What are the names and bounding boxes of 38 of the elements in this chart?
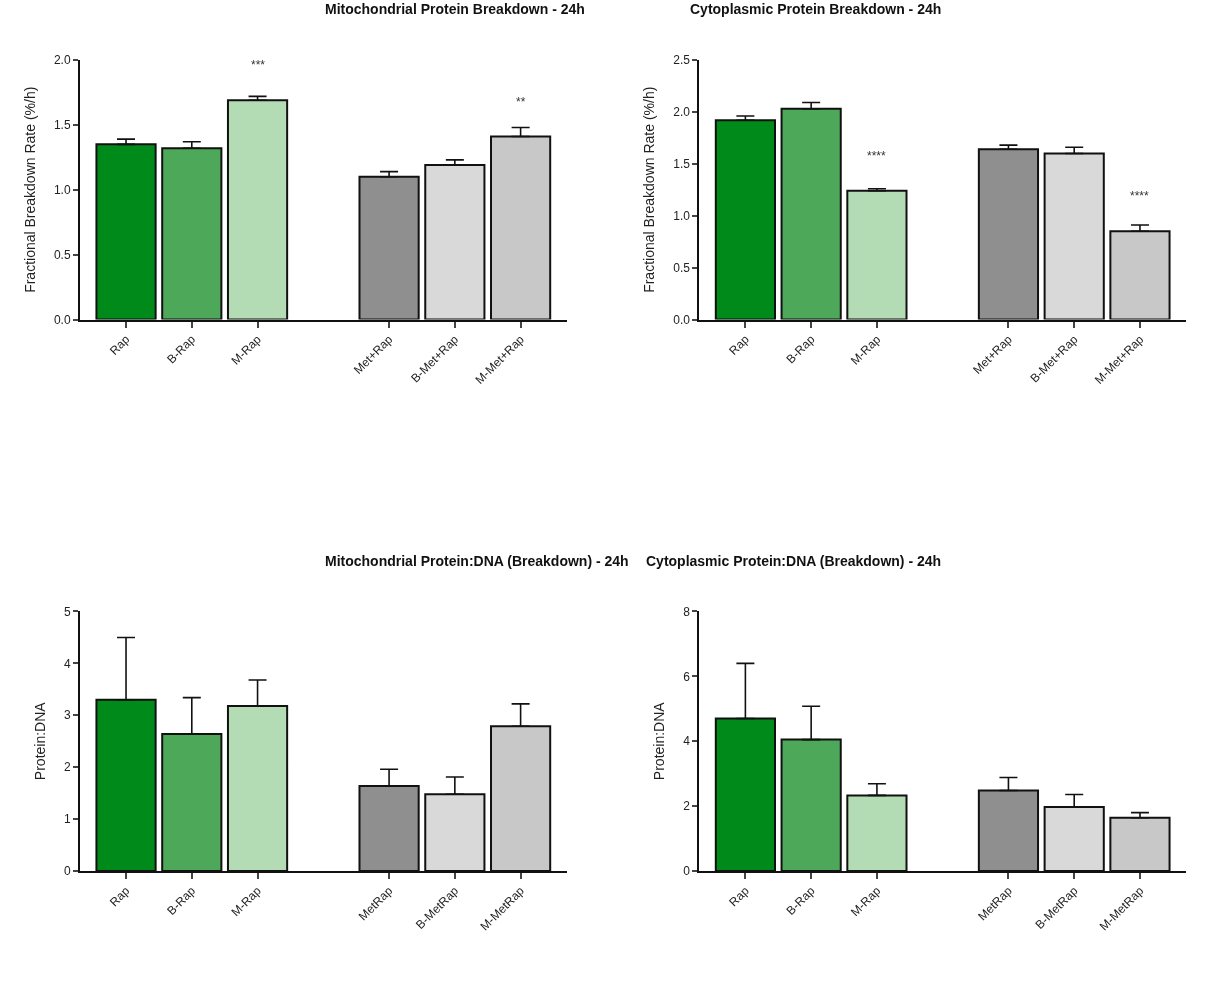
- y-tick-label: 3: [63, 708, 71, 723]
- y-tick-label: 2: [683, 799, 691, 814]
- annotation: **: [516, 95, 526, 109]
- y-axis-title: Fractional Breakdown Rate (%/h): [22, 86, 39, 293]
- x-tick-label: Rap: [106, 332, 133, 358]
- y-tick-label: 1.5: [673, 157, 691, 172]
- x-tick-label: Rap: [106, 883, 133, 910]
- y-tick-label: 2: [63, 760, 71, 775]
- y-axis-title: Fractional Breakdown Rate (%/h): [641, 86, 658, 293]
- y-tick-label: 1.0: [673, 208, 691, 223]
- annotation: ****: [1130, 189, 1150, 203]
- y-tick-label: 0.0: [673, 312, 691, 327]
- chart-title: Mitochondrial Protein:DNA (Breakdown) - 24h: [325, 553, 629, 569]
- y-axis-title: Protein:DNA: [32, 701, 49, 781]
- y-axis-title: Protein:DNA: [651, 701, 668, 781]
- y-tick-label: 1: [63, 812, 71, 827]
- y-tick-label: 0.0: [53, 312, 71, 327]
- y-tick-label: 0: [63, 864, 71, 879]
- y-tick-label: 2.0: [673, 105, 691, 120]
- y-tick-label: 4: [63, 656, 71, 671]
- y-tick-label: 1.5: [53, 118, 71, 133]
- y-tick-label: 4: [683, 734, 691, 749]
- y-tick-label: 0.5: [673, 260, 691, 275]
- chart-title: Mitochondrial Protein Breakdown - 24h: [325, 1, 585, 17]
- y-tick-label: 6: [683, 669, 691, 684]
- y-tick-label: 0.5: [53, 247, 71, 262]
- x-tick-label: Rap: [726, 332, 752, 358]
- y-tick-label: 8: [683, 604, 691, 619]
- y-tick-label: 2.5: [673, 53, 691, 68]
- x-tick-label: Rap: [726, 883, 752, 910]
- y-tick-label: 2.0: [53, 53, 71, 68]
- annotation: ***: [251, 58, 266, 72]
- chart-title: Cytoplasmic Protein:DNA (Breakdown) - 24h: [646, 553, 942, 569]
- y-tick-label: 5: [63, 604, 71, 619]
- y-tick-label: 1.0: [53, 182, 71, 197]
- annotation: ****: [867, 149, 887, 163]
- chart-title: Cytoplasmic Protein Breakdown - 24h: [690, 1, 942, 17]
- y-tick-label: 0: [683, 864, 691, 879]
